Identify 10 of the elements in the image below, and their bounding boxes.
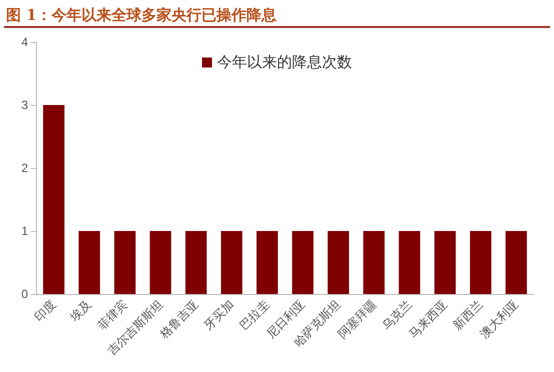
x-tick-label: 印度: [32, 297, 59, 324]
chart-title: 图 1：今年以来全球多家央行已操作降息: [4, 4, 550, 28]
x-tick-label: 埃及: [66, 297, 94, 325]
y-tick-label: 2: [21, 161, 28, 175]
x-tick-label: 牙买加: [201, 297, 237, 332]
y-tick-label: 4: [21, 35, 28, 49]
y-tick-label: 3: [21, 98, 28, 112]
y-tick-label: 1: [21, 224, 28, 238]
y-tick-label: 0: [21, 287, 28, 301]
legend-label: 今年以来的降息次数: [217, 54, 352, 71]
